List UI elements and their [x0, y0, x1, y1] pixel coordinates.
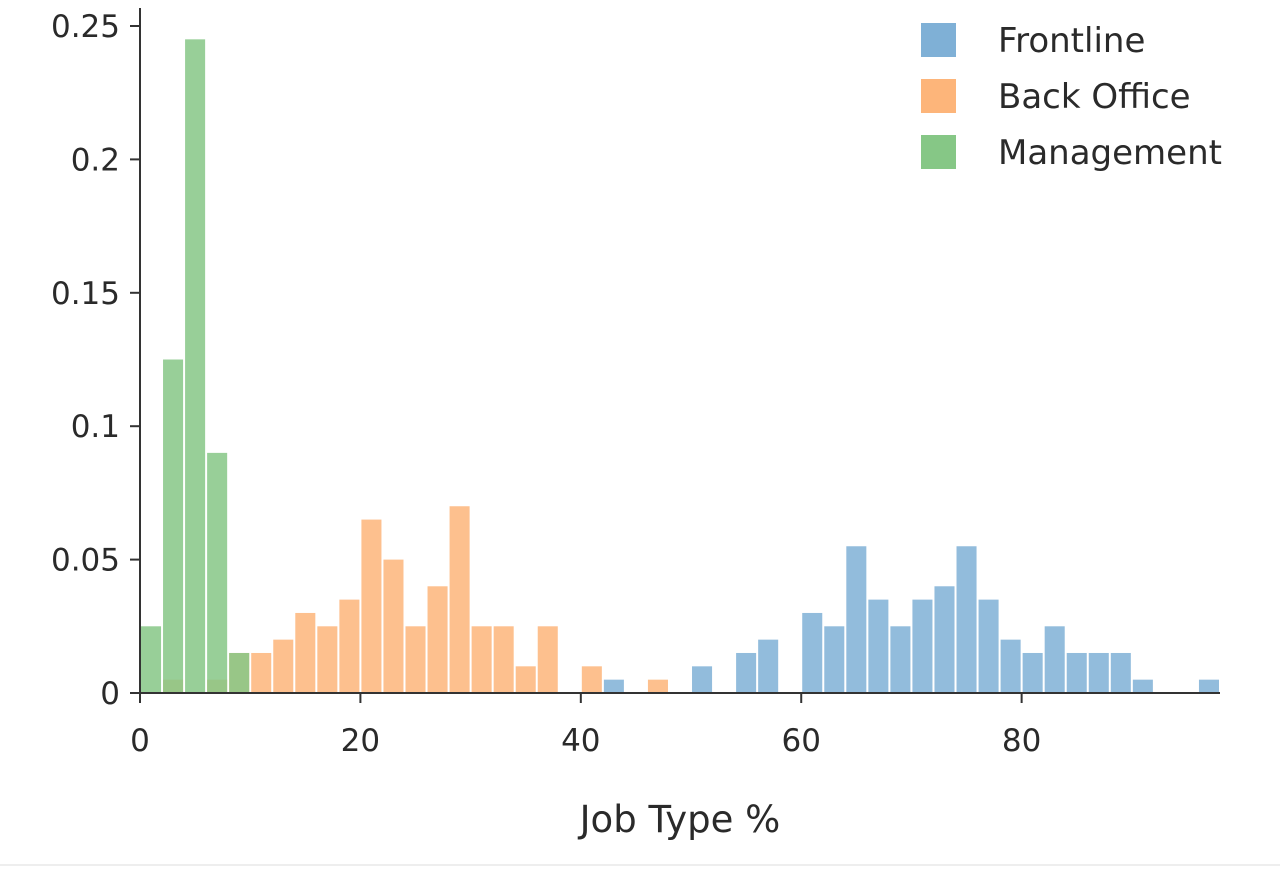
bar-back-office-9 [383, 559, 404, 693]
bar-back-office-7 [339, 599, 360, 693]
bar-back-office-5 [295, 612, 316, 693]
bar-management-2 [185, 39, 206, 693]
x-tick-label: 20 [341, 723, 380, 759]
bar-frontline-9 [912, 599, 933, 693]
legend-swatch-management [921, 135, 956, 169]
y-tick-label: 0.2 [71, 142, 120, 178]
x-tick-label: 60 [781, 723, 820, 759]
y-tick-label: 0.15 [51, 276, 120, 312]
bar-back-office-17 [581, 666, 602, 693]
legend-swatch-frontline [921, 23, 956, 57]
bar-frontline-2 [736, 652, 757, 693]
legend-label-frontline: Frontline [998, 21, 1145, 61]
x-tick-label: 0 [130, 723, 150, 759]
x-axis-title: Job Type % [578, 798, 781, 841]
bar-management-3 [207, 452, 228, 693]
bar-frontline-15 [1044, 626, 1065, 693]
bar-back-office-12 [449, 506, 470, 693]
bar-frontline-7 [868, 599, 889, 693]
bar-back-office-15 [515, 666, 536, 693]
bar-frontline-14 [1022, 652, 1043, 693]
bar-frontline-10 [934, 586, 955, 693]
legend: Frontline Back Office Management [921, 21, 1222, 173]
bars-layer [141, 39, 1219, 693]
bar-frontline-13 [1000, 639, 1021, 693]
bar-frontline-20 [1198, 679, 1219, 693]
legend-swatch-back-office [921, 79, 956, 113]
bar-back-office-14 [493, 626, 514, 693]
bar-back-office-18 [647, 679, 668, 693]
x-tick-label: 40 [561, 723, 600, 759]
bottom-divider [0, 864, 1280, 866]
bar-frontline-11 [956, 546, 977, 693]
series-frontline [603, 546, 1219, 693]
bar-frontline-16 [1066, 652, 1087, 693]
bar-frontline-18 [1110, 652, 1131, 693]
bar-back-office-13 [471, 626, 492, 693]
bar-back-office-8 [361, 519, 382, 693]
bar-back-office-3 [251, 652, 272, 693]
bar-management-0 [141, 626, 162, 693]
legend-label-back-office: Back Office [998, 77, 1191, 117]
bar-frontline-4 [802, 612, 823, 693]
y-tick-label: 0 [100, 676, 120, 712]
y-tick-label: 0.05 [51, 543, 120, 579]
bar-management-4 [229, 652, 250, 693]
bar-back-office-4 [273, 639, 294, 693]
bar-back-office-6 [317, 626, 338, 693]
y-tick-label: 0.25 [51, 9, 120, 45]
bar-frontline-12 [978, 599, 999, 693]
bar-back-office-10 [405, 626, 426, 693]
bar-frontline-6 [846, 546, 867, 693]
bar-frontline-17 [1088, 652, 1109, 693]
x-tick-label: 80 [1002, 723, 1041, 759]
legend-label-management: Management [998, 133, 1222, 173]
bar-frontline-1 [692, 666, 713, 693]
bar-frontline-3 [758, 639, 779, 693]
bar-back-office-16 [537, 626, 558, 693]
bar-frontline-19 [1132, 679, 1153, 693]
bar-frontline-5 [824, 626, 845, 693]
series-management [141, 39, 250, 693]
y-tick-label: 0.1 [71, 409, 120, 445]
bar-frontline-0 [603, 679, 624, 693]
bar-frontline-8 [890, 626, 911, 693]
axes-layer: 0 0.05 0.1 0.15 0.2 0.25 0 20 40 60 80 [51, 8, 1220, 759]
bar-back-office-11 [427, 586, 448, 693]
bar-management-1 [163, 359, 184, 693]
